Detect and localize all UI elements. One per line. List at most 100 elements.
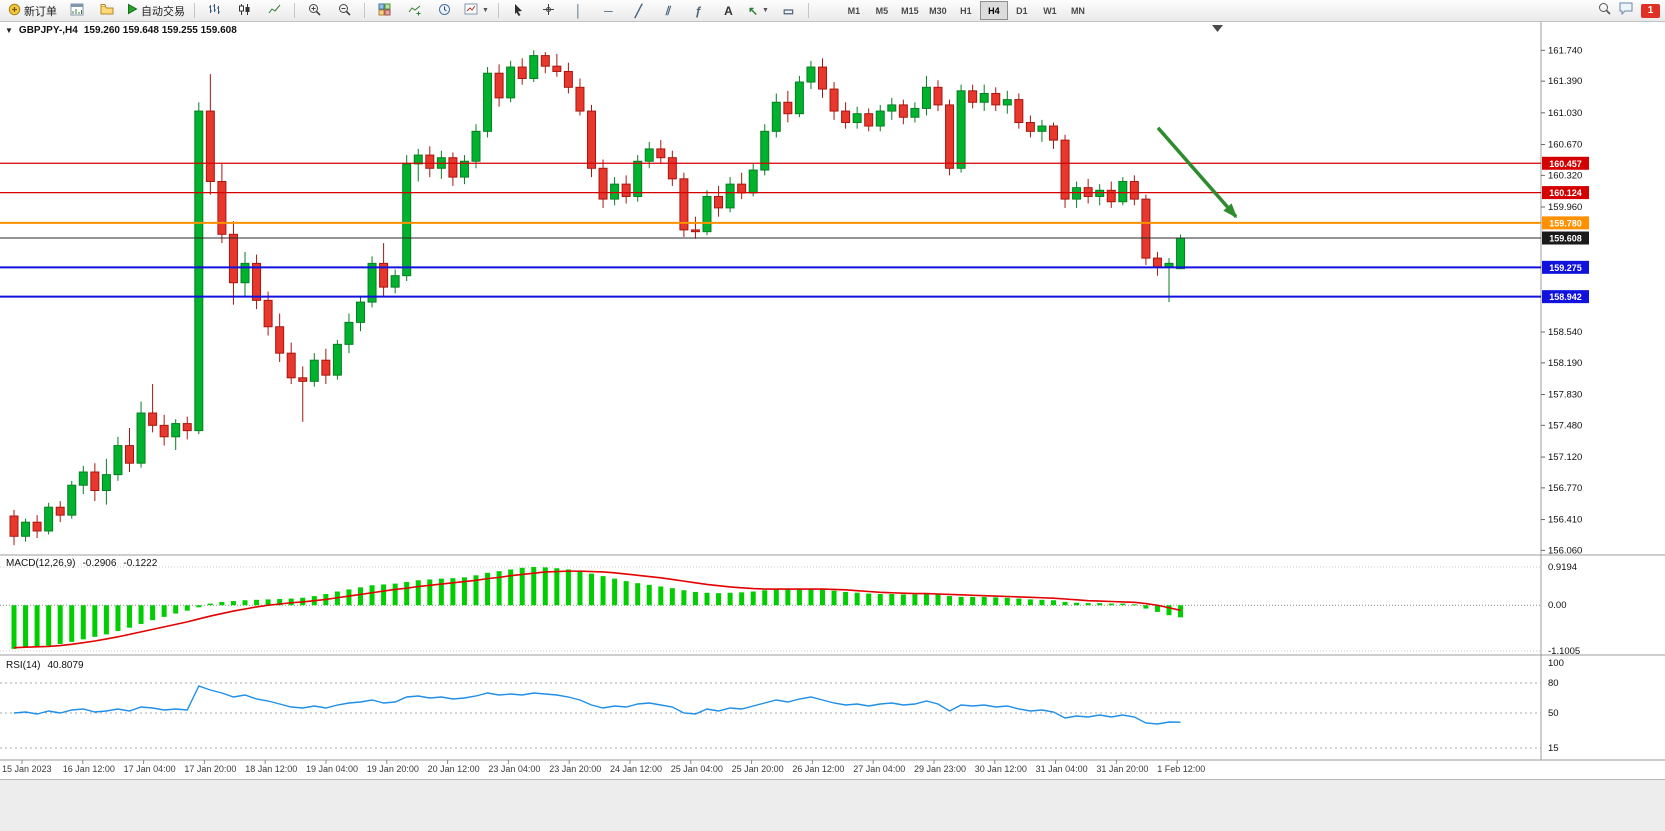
period-clock-button[interactable] [430, 1, 459, 21]
timeframe-button-m30[interactable]: M30 [929, 5, 947, 16]
toolbar-separator [807, 3, 809, 18]
shapes-tool-button[interactable]: ▭ [774, 1, 803, 21]
price-axis-label: 157.830 [1548, 390, 1582, 401]
time-axis-label: 20 Jan 12:00 [428, 764, 480, 774]
macd-histogram-bar [485, 572, 491, 606]
candle-body [205, 110, 215, 182]
candle-body [402, 163, 412, 277]
macd-histogram-bar [138, 605, 144, 624]
macd-histogram-bar [808, 588, 814, 606]
chart-canvas[interactable]: 161.740 161.390 161.030 160.670 160.320 159.9… [0, 22, 1665, 779]
macd-histogram-bar [496, 571, 502, 606]
auto-trading-label: 自动交易 [141, 5, 185, 18]
candle-body [1106, 189, 1116, 203]
horizontal-line-tool-button[interactable]: ─ [594, 1, 623, 21]
candle-body [448, 157, 458, 178]
timeframe-button-m5[interactable]: M5 [875, 5, 889, 16]
crosshair-tool-button[interactable] [534, 1, 563, 21]
notification-badge[interactable]: 1 [1641, 3, 1660, 18]
timeframe-button-m15[interactable]: M15 [901, 5, 919, 16]
macd-histogram-bar [739, 592, 745, 606]
candle-body [55, 506, 65, 516]
search-icon[interactable] [1598, 2, 1611, 20]
chart-dropdown-icon[interactable]: ▼ [5, 26, 13, 35]
chat-icon[interactable] [1619, 2, 1633, 20]
trendline-tool-button[interactable]: ╱ [624, 1, 653, 21]
candle-body [344, 321, 354, 345]
timeframe-button-d1[interactable]: D1 [1016, 5, 1028, 16]
price-badge-label: 159.608 [1549, 234, 1582, 244]
time-axis-label: 29 Jan 23:00 [914, 764, 966, 774]
candlestick-chart-button[interactable] [230, 1, 259, 21]
channel-tool-button[interactable]: ⫽ [654, 1, 683, 21]
macd-histogram-bar [658, 586, 664, 606]
price-badge-label: 159.275 [1549, 263, 1582, 273]
time-axis-label: 17 Jan 20:00 [184, 764, 236, 774]
zoom-out-icon [338, 3, 351, 19]
indicators-icon [408, 3, 421, 19]
cursor-tool-button[interactable] [504, 1, 533, 21]
chart-shift-marker[interactable] [1212, 25, 1223, 32]
new-chart-button[interactable] [62, 1, 91, 21]
timeframe-button-mn[interactable]: MN [1070, 5, 1085, 16]
candle-body [714, 195, 724, 209]
macd-histogram-bar [346, 589, 352, 606]
macd-histogram-bar [900, 594, 906, 606]
candle-body [1118, 180, 1128, 203]
channel-icon: ⫽ [665, 3, 672, 18]
candle-body [1095, 189, 1105, 197]
candle-body [332, 343, 342, 376]
indicators-button[interactable] [400, 1, 429, 21]
macd-histogram-bar [1004, 597, 1010, 606]
candle-body [367, 262, 377, 303]
trend-annotation-arrow[interactable] [1156, 126, 1238, 219]
macd-histogram-bar [762, 590, 768, 606]
candle-body [875, 110, 885, 127]
text-tool-button[interactable]: A [714, 1, 743, 21]
timeframe-button-w1[interactable]: W1 [1043, 5, 1057, 16]
macd-histogram-bar [277, 598, 283, 606]
macd-histogram-bar [415, 580, 421, 606]
candle-body [9, 515, 19, 537]
bar-chart-button[interactable] [200, 1, 229, 21]
candle-body [794, 81, 804, 115]
macd-axis-label: -1.1005 [1548, 646, 1580, 657]
price-axis-label: 158.190 [1548, 358, 1582, 369]
candle-body [1129, 180, 1139, 200]
templates-button[interactable]: ▼ [460, 1, 493, 21]
candle-body [575, 86, 585, 112]
new-order-button[interactable]: 新订单 [4, 1, 61, 21]
timeframe-button-h1[interactable]: H1 [960, 5, 972, 16]
line-chart-button[interactable] [260, 1, 289, 21]
fibonacci-tool-button[interactable]: ƒ [684, 1, 713, 21]
time-axis-label: 25 Jan 04:00 [671, 764, 723, 774]
candle-body [182, 423, 192, 432]
candle-body [610, 183, 620, 200]
candle-body [540, 55, 550, 67]
candle-body [506, 66, 516, 99]
macd-histogram-bar [34, 605, 40, 647]
arrows-tool-button[interactable]: ↖ ▼ [744, 1, 773, 21]
timeframe-button-h4[interactable]: H4 [979, 1, 1008, 20]
price-axis-label: 156.410 [1548, 515, 1582, 526]
main-toolbar: 新订单 自动交易 [0, 0, 1665, 22]
time-axis-label: 24 Jan 12:00 [610, 764, 662, 774]
timeframe-button-m1[interactable]: M1 [847, 5, 861, 16]
zoom-out-button[interactable] [330, 1, 359, 21]
macd-histogram-bar [866, 593, 872, 606]
toolbar-separator [364, 3, 365, 18]
toolbar-separator [194, 3, 195, 18]
profiles-button[interactable] [92, 1, 121, 21]
vertical-line-tool-button[interactable]: │ [564, 1, 593, 21]
macd-histogram-bar [508, 569, 514, 606]
macd-histogram-bar [1016, 598, 1022, 606]
auto-trading-button[interactable]: 自动交易 [122, 1, 189, 21]
macd-histogram-bar [207, 603, 213, 606]
tile-windows-button[interactable] [370, 1, 399, 21]
candle-body [979, 92, 989, 103]
macd-histogram-bar [184, 605, 190, 611]
macd-signal-line [13, 570, 1181, 649]
zoom-in-button[interactable] [300, 1, 329, 21]
candle-body [1072, 187, 1082, 200]
candle-body [679, 178, 689, 231]
